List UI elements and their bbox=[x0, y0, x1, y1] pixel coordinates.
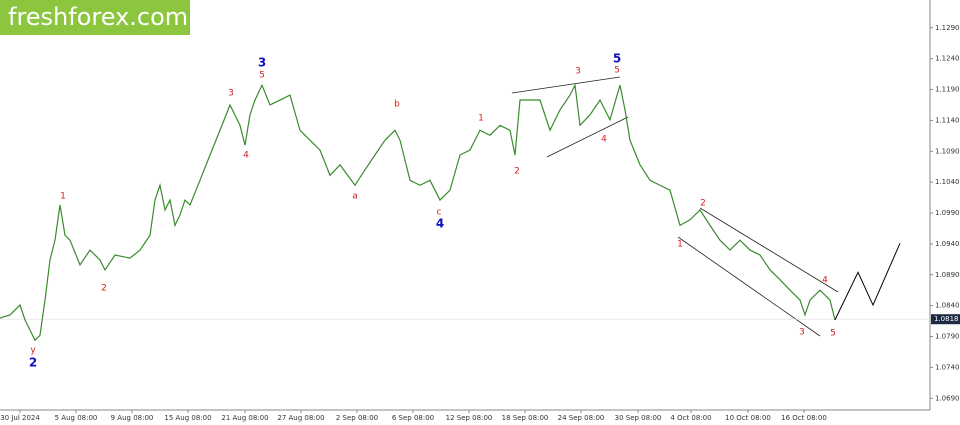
wave-label: 4 bbox=[243, 151, 249, 161]
channel-line bbox=[511, 76, 621, 94]
wave-label: 5 bbox=[613, 52, 621, 66]
channel-line bbox=[699, 207, 839, 293]
x-tick-label: 6 Sep 08:00 bbox=[392, 414, 434, 422]
x-tick-label: 2 Sep 08:00 bbox=[336, 414, 378, 422]
y-tick-label: 1.1140 bbox=[935, 116, 960, 124]
channel-line bbox=[546, 116, 629, 158]
y-tick-label: 1.0740 bbox=[935, 363, 960, 371]
wave-label: y bbox=[30, 346, 36, 356]
wave-label: 4 bbox=[822, 276, 828, 286]
wave-label: 2 bbox=[101, 284, 107, 294]
x-tick-label: 16 Oct 08:00 bbox=[781, 414, 827, 422]
wave-label: 5 bbox=[259, 71, 265, 81]
wave-label: c bbox=[437, 208, 442, 218]
x-tick-label: 4 Oct 08:00 bbox=[670, 414, 711, 422]
wave-label: 5 bbox=[830, 329, 836, 339]
logo-box bbox=[0, 0, 190, 35]
y-tick-label: 1.1040 bbox=[935, 178, 960, 186]
y-tick-label: 1.1240 bbox=[935, 55, 960, 63]
wave-label: 3 bbox=[575, 67, 581, 77]
x-tick-label: 9 Aug 08:00 bbox=[111, 414, 154, 422]
x-tick-label: 27 Aug 08:00 bbox=[277, 414, 324, 422]
last-price-box bbox=[931, 314, 960, 325]
y-tick-label: 1.1190 bbox=[935, 86, 960, 94]
x-tick-label: 15 Aug 08:00 bbox=[164, 414, 211, 422]
wave-label: 3 bbox=[228, 89, 234, 99]
x-tick-label: 10 Oct 08:00 bbox=[725, 414, 771, 422]
wave-label: 4 bbox=[436, 217, 444, 231]
forecast-line bbox=[834, 243, 901, 321]
y-tick-label: 1.0790 bbox=[935, 333, 960, 341]
x-tick-label: 24 Sep 08:00 bbox=[558, 414, 605, 422]
price-line bbox=[0, 83, 836, 342]
y-tick-label: 1.0940 bbox=[935, 240, 960, 248]
wave-label: 2 bbox=[29, 356, 37, 370]
y-tick-label: 1.1090 bbox=[935, 147, 960, 155]
x-tick-label: 30 Jul 2024 bbox=[0, 414, 40, 422]
x-tick-label: 30 Sep 08:00 bbox=[615, 414, 662, 422]
wave-label: 3 bbox=[258, 56, 266, 70]
wave-label: 3 bbox=[799, 328, 805, 338]
wave-label: 2 bbox=[700, 199, 706, 209]
wave-label: a bbox=[352, 192, 358, 202]
y-tick-label: 1.0840 bbox=[935, 302, 960, 310]
logo: freshforex.com bbox=[8, 3, 188, 31]
wave-label: 1 bbox=[478, 114, 484, 124]
wave-label: 2 bbox=[514, 167, 520, 177]
last-price-label: 1.0818 bbox=[934, 315, 959, 323]
x-tick-label: 21 Aug 08:00 bbox=[221, 414, 268, 422]
y-tick-label: 1.0990 bbox=[935, 209, 960, 217]
wave-label: 5 bbox=[614, 66, 620, 76]
x-tick-label: 5 Aug 08:00 bbox=[55, 414, 98, 422]
y-tick-label: 1.0890 bbox=[935, 271, 960, 279]
x-tick-label: 18 Sep 08:00 bbox=[502, 414, 549, 422]
x-tick-label: 12 Sep 08:00 bbox=[446, 414, 493, 422]
wave-label: b bbox=[394, 100, 400, 110]
y-tick-label: 1.0690 bbox=[935, 394, 960, 402]
y-tick-label: 1.1290 bbox=[935, 24, 960, 32]
wave-label: 1 bbox=[60, 192, 66, 202]
wave-label: 4 bbox=[601, 135, 607, 145]
wave-label: 1 bbox=[677, 240, 683, 250]
